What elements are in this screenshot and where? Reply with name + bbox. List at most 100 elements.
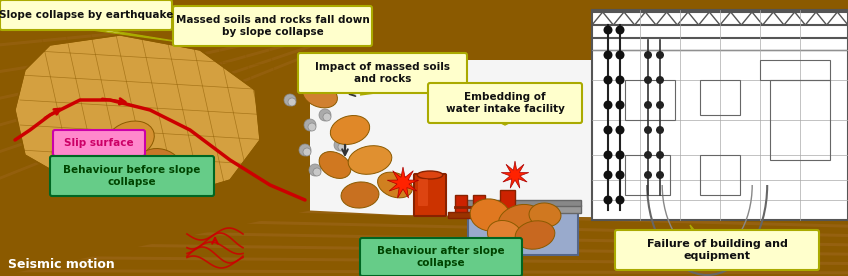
Bar: [592, 10, 848, 220]
Circle shape: [309, 164, 321, 176]
Ellipse shape: [470, 199, 510, 231]
Circle shape: [656, 171, 664, 179]
Circle shape: [299, 144, 311, 156]
Circle shape: [616, 100, 624, 110]
Polygon shape: [310, 60, 848, 220]
Polygon shape: [0, 195, 848, 276]
Text: Slip surface: Slip surface: [64, 138, 134, 148]
FancyBboxPatch shape: [0, 0, 172, 30]
Circle shape: [308, 123, 316, 131]
Circle shape: [323, 113, 331, 121]
Text: Embedding of
water intake facility: Embedding of water intake facility: [445, 92, 565, 114]
Circle shape: [604, 126, 612, 134]
Circle shape: [338, 143, 346, 151]
Circle shape: [604, 76, 612, 84]
Polygon shape: [0, 29, 310, 100]
Polygon shape: [0, 13, 310, 46]
FancyBboxPatch shape: [418, 179, 428, 206]
Polygon shape: [0, 202, 848, 228]
Circle shape: [604, 100, 612, 110]
Ellipse shape: [341, 182, 379, 208]
FancyBboxPatch shape: [360, 238, 522, 276]
Circle shape: [644, 101, 652, 109]
Ellipse shape: [319, 152, 351, 178]
Circle shape: [604, 171, 612, 179]
Bar: [625, 155, 670, 195]
Polygon shape: [0, 60, 310, 276]
Circle shape: [604, 51, 612, 60]
Polygon shape: [388, 167, 419, 198]
Polygon shape: [0, 37, 310, 126]
Polygon shape: [15, 35, 260, 195]
Circle shape: [303, 148, 311, 156]
Ellipse shape: [53, 133, 108, 177]
Circle shape: [319, 109, 331, 121]
Circle shape: [644, 76, 652, 84]
Ellipse shape: [138, 148, 181, 182]
Polygon shape: [0, 256, 848, 265]
Circle shape: [313, 168, 321, 176]
Polygon shape: [497, 121, 513, 125]
Circle shape: [334, 139, 346, 151]
FancyBboxPatch shape: [173, 6, 372, 46]
Circle shape: [616, 126, 624, 134]
FancyBboxPatch shape: [428, 83, 582, 123]
Circle shape: [644, 171, 652, 179]
Circle shape: [604, 150, 612, 160]
Bar: [448, 212, 493, 218]
Ellipse shape: [377, 172, 412, 198]
Polygon shape: [0, 229, 848, 246]
Circle shape: [656, 126, 664, 134]
Ellipse shape: [417, 171, 443, 179]
Circle shape: [304, 119, 316, 131]
Polygon shape: [0, 45, 310, 153]
Circle shape: [616, 51, 624, 60]
Ellipse shape: [488, 221, 522, 250]
Polygon shape: [0, 215, 848, 237]
Bar: [700, 80, 740, 115]
Polygon shape: [0, 242, 848, 256]
Bar: [700, 155, 740, 195]
Bar: [468, 208, 578, 255]
Bar: [455, 195, 467, 215]
Bar: [760, 60, 830, 80]
Text: Massed soils and rocks fall down
by slope collapse: Massed soils and rocks fall down by slop…: [176, 15, 370, 37]
Polygon shape: [0, 269, 848, 274]
Circle shape: [604, 25, 612, 34]
Polygon shape: [360, 91, 390, 95]
Polygon shape: [78, 28, 180, 42]
Circle shape: [616, 76, 624, 84]
Polygon shape: [0, 21, 310, 73]
Bar: [500, 190, 515, 210]
Ellipse shape: [499, 205, 542, 236]
FancyBboxPatch shape: [615, 230, 819, 270]
Ellipse shape: [106, 121, 154, 159]
Ellipse shape: [515, 221, 555, 249]
Ellipse shape: [331, 116, 370, 144]
Circle shape: [616, 150, 624, 160]
Polygon shape: [501, 161, 529, 188]
Circle shape: [656, 51, 664, 59]
Circle shape: [616, 171, 624, 179]
Bar: [465, 205, 581, 213]
Polygon shape: [690, 225, 725, 268]
Ellipse shape: [303, 82, 338, 108]
Circle shape: [616, 25, 624, 34]
Ellipse shape: [349, 146, 392, 174]
Text: Behaviour after slope
collapse: Behaviour after slope collapse: [377, 246, 505, 268]
Polygon shape: [0, 0, 310, 195]
Text: Impact of massed soils
and rocks: Impact of massed soils and rocks: [315, 62, 450, 84]
Bar: [770, 80, 830, 160]
Circle shape: [656, 101, 664, 109]
Text: Seismic motion: Seismic motion: [8, 258, 114, 270]
Bar: [625, 80, 675, 120]
Circle shape: [604, 195, 612, 205]
Ellipse shape: [529, 203, 561, 227]
FancyBboxPatch shape: [414, 174, 446, 216]
Circle shape: [644, 151, 652, 159]
Circle shape: [288, 98, 296, 106]
Circle shape: [644, 126, 652, 134]
Text: Slope collapse by earthquake: Slope collapse by earthquake: [0, 10, 173, 20]
Text: Failure of building and
equipment: Failure of building and equipment: [646, 239, 788, 261]
Bar: [465, 200, 581, 206]
